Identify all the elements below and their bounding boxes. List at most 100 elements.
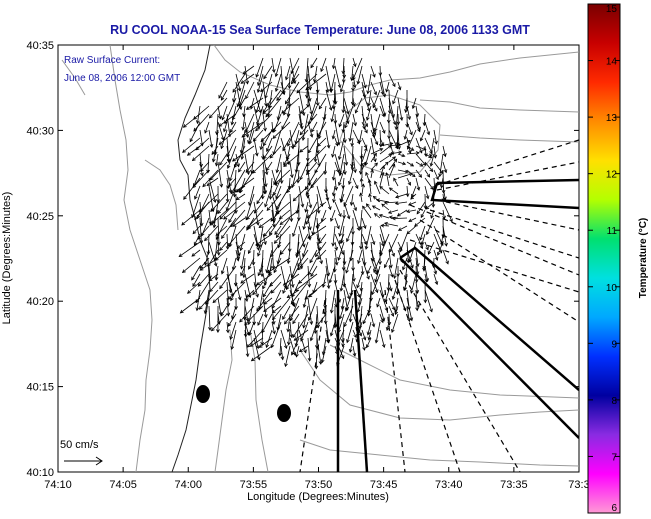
current-vector — [352, 265, 355, 282]
current-vector-head — [304, 208, 308, 213]
current-vector — [307, 65, 311, 90]
current-vector — [258, 217, 273, 228]
current-vector-head — [239, 318, 243, 323]
current-vector-head — [394, 126, 399, 131]
current-vector — [271, 57, 275, 73]
current-vector — [334, 337, 344, 359]
current-vector-head — [228, 219, 232, 224]
current-vector-head — [251, 261, 256, 266]
current-vector-head — [344, 307, 349, 312]
current-vector-head — [381, 113, 385, 118]
current-vector-head — [250, 357, 255, 362]
current-vector — [253, 281, 259, 298]
current-vector-head — [305, 169, 310, 174]
current-vector — [226, 185, 229, 202]
current-vector — [235, 153, 240, 167]
current-vector — [370, 97, 378, 112]
current-vector-head — [402, 161, 407, 166]
current-vector-head — [279, 180, 284, 184]
current-vector — [348, 169, 354, 185]
current-vector — [374, 113, 381, 132]
current-vector-head — [330, 118, 335, 123]
current-vector-head — [317, 143, 321, 147]
current-vector — [242, 65, 255, 75]
current-vector-head — [292, 233, 296, 238]
current-vector — [408, 241, 417, 262]
current-vector — [316, 185, 323, 207]
current-vector-head — [256, 281, 261, 286]
current-vector — [351, 137, 354, 147]
current-vector — [226, 113, 231, 137]
current-vector — [308, 137, 318, 154]
current-vector-head — [389, 142, 394, 146]
current-vector-head — [227, 322, 232, 327]
current-vector — [316, 217, 327, 227]
current-vector-head — [373, 180, 378, 185]
current-vector-head — [339, 88, 344, 93]
current-vector-head — [255, 241, 260, 246]
current-vector — [240, 73, 255, 84]
current-vector — [274, 225, 291, 244]
current-vector — [406, 209, 417, 213]
current-vector — [424, 241, 429, 250]
current-vector — [379, 153, 392, 163]
current-vector — [211, 145, 219, 155]
current-vector-head — [182, 149, 186, 153]
current-vector — [310, 105, 318, 121]
current-vector-head — [200, 232, 205, 237]
current-vector — [342, 177, 345, 189]
current-vector — [253, 265, 257, 287]
current-vector-head — [238, 168, 242, 173]
current-vector — [365, 172, 372, 187]
current-vector — [408, 217, 417, 222]
current-vector-head — [266, 167, 270, 172]
current-vector-head — [258, 344, 263, 348]
current-vector — [307, 193, 312, 208]
current-vector-head — [407, 181, 412, 186]
current-vector — [274, 169, 291, 185]
current-vector — [342, 89, 345, 113]
current-vector — [305, 57, 309, 83]
current-vector-head — [226, 158, 231, 163]
current-vector — [280, 329, 287, 349]
current-vector — [240, 129, 246, 154]
current-vector — [334, 233, 344, 255]
current-vector — [316, 153, 320, 167]
contour-line — [214, 329, 233, 472]
colorbar-tick-label: 10 — [606, 283, 618, 294]
current-vector — [257, 65, 264, 86]
current-vector — [395, 201, 408, 205]
current-vector — [291, 73, 300, 84]
current-vector-head — [256, 200, 260, 205]
current-vector — [406, 121, 413, 135]
current-vector-head — [397, 86, 402, 91]
current-vector-head — [392, 83, 396, 88]
current-vector — [263, 225, 273, 237]
current-vector-head — [215, 236, 220, 240]
current-vector-head — [390, 312, 395, 317]
current-vector-head — [408, 218, 413, 223]
current-vector-head — [202, 183, 207, 188]
current-vector — [236, 241, 246, 249]
current-vector — [388, 156, 396, 163]
current-vector — [284, 305, 300, 325]
current-vector — [361, 337, 365, 351]
current-vector — [246, 329, 264, 348]
current-vector-head — [275, 169, 280, 174]
current-vector — [334, 201, 342, 217]
current-vector-head — [263, 281, 267, 286]
current-vector — [397, 241, 402, 250]
current-vector — [262, 177, 267, 194]
current-vector — [361, 162, 366, 171]
current-vector-head — [326, 339, 330, 344]
current-vector — [405, 265, 408, 279]
current-vector — [388, 209, 399, 214]
current-vector-head — [216, 251, 221, 256]
current-vector — [257, 241, 264, 257]
current-vector-head — [309, 337, 314, 342]
contour-line — [439, 134, 579, 143]
current-vector-head — [405, 193, 410, 198]
current-vector — [332, 185, 336, 196]
current-vector-head — [247, 250, 252, 255]
current-vector — [195, 137, 210, 151]
